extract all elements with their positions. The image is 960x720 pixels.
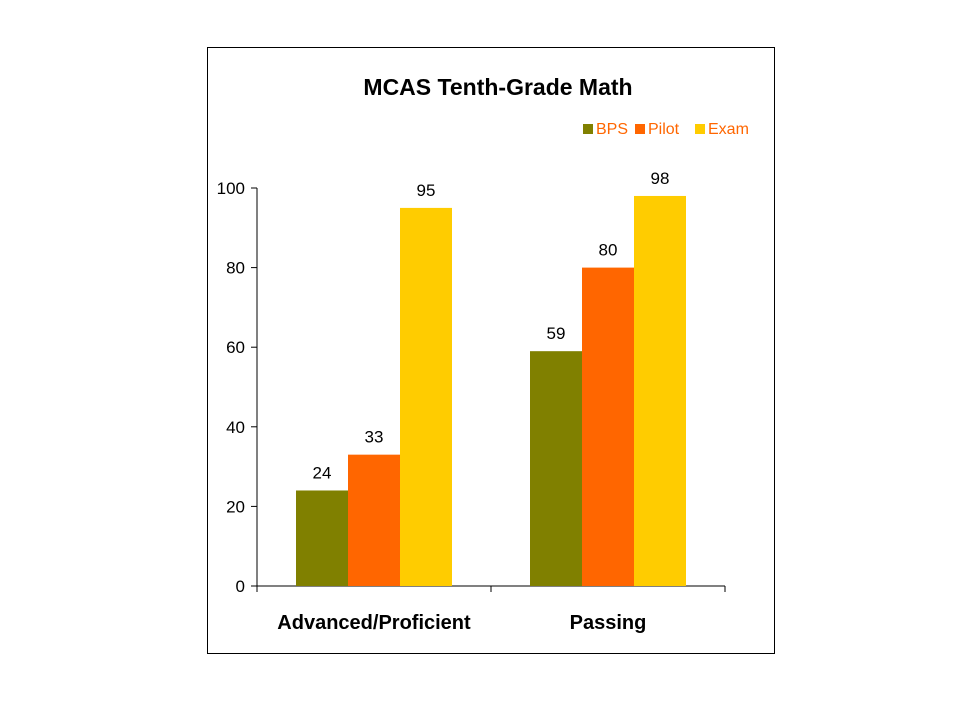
bar-pilot bbox=[582, 267, 634, 586]
y-tick-label: 0 bbox=[236, 577, 245, 596]
bars bbox=[296, 195, 686, 586]
chart-svg: MCAS Tenth-Grade Math BPS Pilot Exam 0 20 40… bbox=[217, 74, 749, 634]
bar-exam bbox=[400, 207, 452, 586]
y-tick-label: 80 bbox=[226, 259, 245, 278]
chart-frame: MCAS Tenth-Grade Math BPS Pilot Exam 0 20 40… bbox=[207, 47, 775, 654]
data-label: 33 bbox=[365, 428, 384, 447]
legend-label: Exam bbox=[708, 121, 749, 138]
data-label: 80 bbox=[599, 241, 618, 260]
data-labels: 24 33 95 59 80 98 bbox=[313, 169, 670, 483]
legend-label: Pilot bbox=[648, 121, 680, 138]
bar-exam bbox=[634, 195, 686, 586]
data-label: 59 bbox=[547, 324, 566, 343]
bar-bps bbox=[296, 490, 348, 586]
bar-bps bbox=[530, 351, 582, 586]
y-tick-label: 100 bbox=[217, 179, 245, 198]
x-category-label: Advanced/Proficient bbox=[277, 612, 471, 634]
legend-swatch bbox=[583, 124, 593, 134]
data-label: 24 bbox=[313, 463, 332, 482]
legend-label: BPS bbox=[596, 121, 628, 138]
y-axis: 0 20 40 60 80 100 bbox=[217, 179, 258, 596]
data-label: 98 bbox=[651, 169, 670, 188]
bar-pilot bbox=[348, 454, 400, 586]
y-tick-label: 60 bbox=[226, 338, 245, 357]
data-label: 95 bbox=[417, 181, 436, 200]
legend: BPS Pilot Exam bbox=[583, 121, 749, 138]
legend-swatch bbox=[635, 124, 645, 134]
legend-swatch bbox=[695, 124, 705, 134]
x-category-label: Passing bbox=[570, 612, 647, 634]
chart-title: MCAS Tenth-Grade Math bbox=[363, 74, 632, 100]
y-tick-label: 20 bbox=[226, 497, 245, 516]
x-axis: Advanced/Proficient Passing bbox=[251, 585, 726, 634]
y-tick-label: 40 bbox=[226, 418, 245, 437]
